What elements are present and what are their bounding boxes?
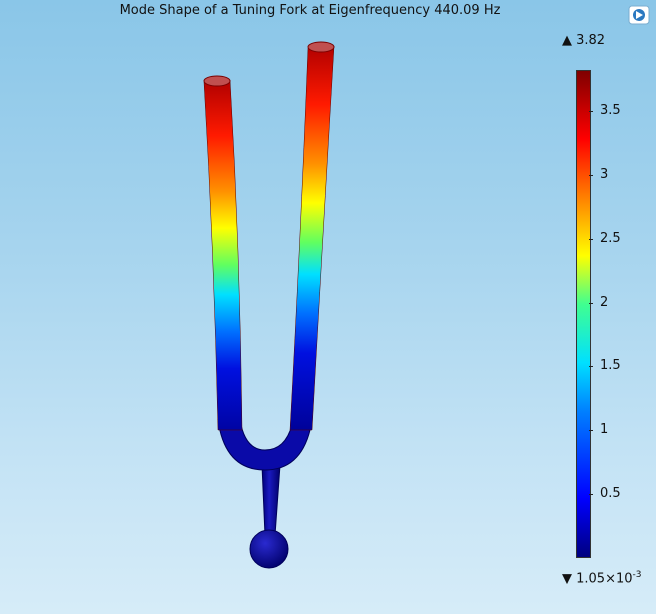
colorbar-tick-label: 3 [600,166,609,182]
colorbar-min-label: ▼ 1.05×10-3 [562,570,642,587]
colorbar-tick-label: 2.5 [600,230,621,246]
colorbar-tick-mark [589,174,593,176]
fork-prong-left [203,79,243,431]
fork-stem [261,464,281,536]
colorbar [576,70,591,558]
colorbar-tick-mark [589,366,593,368]
plot-title: Mode Shape of a Tuning Fork at Eigenfreq… [119,3,501,18]
fork-prong-right-tip [307,41,335,53]
colorbar-tick-mark [589,494,593,496]
colorbar-tick-mark [589,238,593,240]
colorbar-tick-label: 2 [600,294,609,310]
colorbar-tick-label: 1.5 [600,358,621,374]
comsol-logo-icon[interactable] [628,5,650,25]
colorbar-tick-label: 0.5 [600,486,621,502]
colorbar-tick-mark [589,430,593,432]
colorbar-tick-label: 3.5 [600,102,621,118]
fork-prong-left-tip [203,75,231,87]
colorbar-tick-mark [589,302,593,304]
colorbar-tick-label: 1 [600,422,609,438]
fork-prong-right [289,45,335,431]
colorbar-tick-mark [589,110,593,112]
fork-ball [249,529,289,569]
colorbar-max-label: ▲ 3.82 [562,33,606,48]
